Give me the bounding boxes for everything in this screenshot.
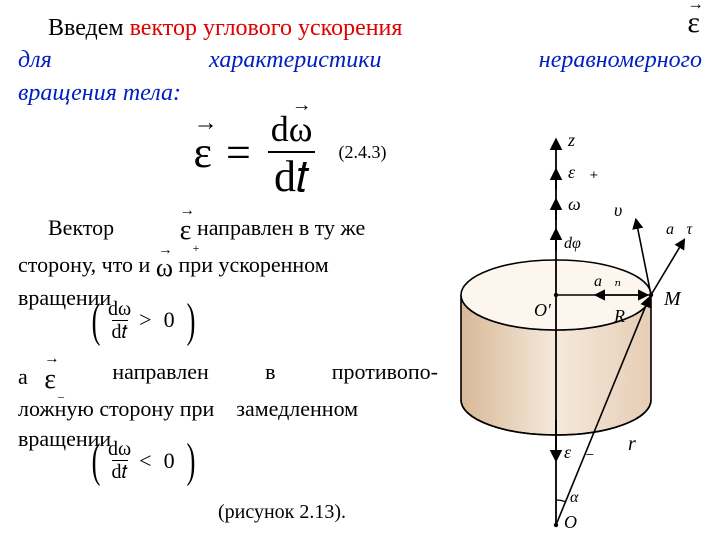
label-an: a⃗ₙ: [594, 273, 621, 290]
rotation-diagram: z ε⃗₊ ω⃗ dφ⃗ O′ O ε⃗₋ M R⃗ r⃗ α a⃗ₙ: [436, 130, 706, 530]
p1-text-a: направлен в ту же: [197, 215, 365, 240]
p1-word-vector: Вектор: [48, 215, 114, 240]
label-M: M: [663, 288, 682, 310]
label-v: υ⃗: [614, 200, 636, 220]
p1-text-c: при ускоренном: [178, 252, 328, 277]
label-z: z: [567, 130, 575, 150]
label-O: O: [564, 512, 577, 530]
inequality-positive: ( dω d𝑡 > 0 ): [88, 297, 199, 345]
label-alpha: α: [570, 489, 579, 506]
p2-just-l: направлен: [112, 357, 208, 395]
formula-eq: =: [226, 127, 251, 178]
label-eps-minus: ε⃗₋: [564, 442, 595, 462]
label-dphi: dφ⃗: [564, 235, 593, 252]
equation-number: (2.4.3): [339, 142, 387, 163]
p2-line2a: ложную сторону при: [18, 396, 214, 421]
label-omega: ω⃗: [568, 194, 595, 214]
intro-l2-right: неравномерного: [539, 44, 702, 76]
label-atau: a⃗τ: [666, 221, 693, 238]
paragraph-2: а ε– направлен в противопо- ложную сторо…: [18, 357, 438, 485]
p2-line2b: замедленном: [236, 396, 358, 421]
inequality-negative: ( dω d𝑡 < 0 ): [88, 437, 199, 485]
intro-highlight: вектор углового ускорения: [130, 15, 403, 41]
intro-epsilon-symbol: ε: [687, 6, 700, 40]
main-formula: ε = dω d𝑡: [193, 105, 318, 199]
eps-minus-symbol: ε–: [44, 361, 56, 399]
intro-l2-mid: характеристики: [209, 44, 381, 76]
omega-symbol: ω: [156, 250, 173, 286]
intro-l2-left: для: [18, 44, 52, 76]
formula-lhs: ε: [193, 127, 211, 178]
label-r: r⃗: [628, 433, 651, 455]
label-R: R⃗: [613, 306, 639, 326]
paragraph-1: Вектор ε+ направлен в ту же сторону, что…: [18, 207, 438, 344]
intro-vvedem: Введем: [48, 15, 124, 41]
p2-just-r: противопо-: [332, 357, 438, 395]
p2-a: а: [18, 364, 28, 389]
label-O-prime: O′: [534, 300, 552, 320]
p1-text-b: сторону, что и: [18, 252, 150, 277]
p2-just-m: в: [265, 357, 275, 395]
formula-frac: dω d𝑡: [265, 105, 319, 199]
label-eps-plus: ε⃗₊: [568, 162, 599, 182]
intro-paragraph: Введем вектор углового ускорения для хар…: [18, 12, 702, 109]
